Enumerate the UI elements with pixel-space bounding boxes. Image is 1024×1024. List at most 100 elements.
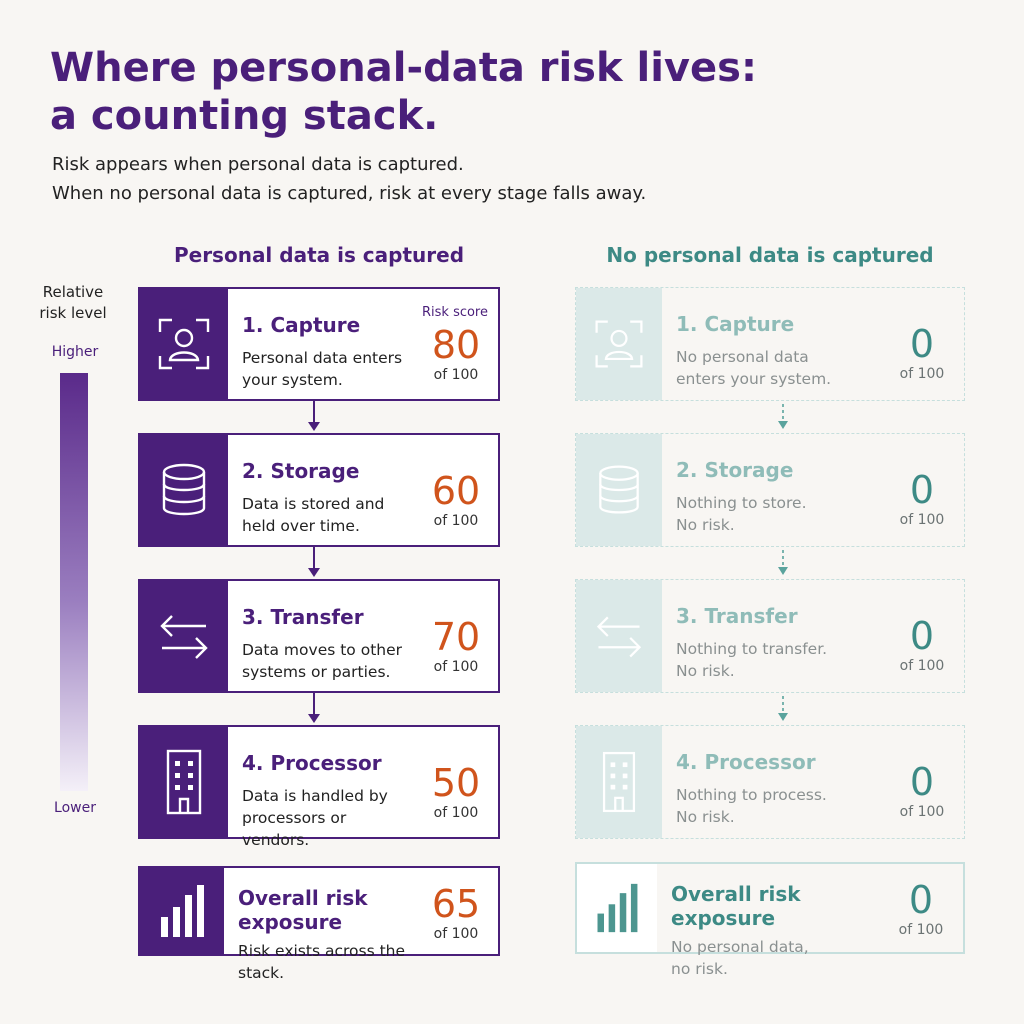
risk-score-label: Risk score <box>421 305 488 320</box>
desc-line-1: Nothing to store. <box>676 494 807 512</box>
right-column-heading: No personal data is captured <box>606 243 934 267</box>
risk-score: 60 of 100 <box>414 435 498 545</box>
desc-line-2: No risk. <box>676 808 735 826</box>
right-stage-capture-card: 1. Capture No personal data enters your … <box>575 287 965 401</box>
overall-risk-score: 65 of 100 <box>414 868 498 954</box>
risk-score: 0 of 100 <box>880 580 964 692</box>
arrow-down-icon <box>308 547 320 577</box>
left-stage-storage-card: 2. Storage Data is stored and held over … <box>138 433 500 547</box>
score-of: of 100 <box>899 804 945 820</box>
stage-title: 4. Processor <box>676 750 816 774</box>
desc-line-1: Data moves to other <box>242 641 403 659</box>
score-value: 80 <box>431 323 481 367</box>
score-value: 0 <box>909 468 935 512</box>
legend-title-line-2: risk level <box>39 304 107 322</box>
left-column-heading: Personal data is captured <box>173 243 465 267</box>
bar-chart-icon <box>140 868 224 954</box>
legend-title: Relative risk level <box>36 282 110 324</box>
score-value: 65 <box>431 882 481 926</box>
dashed-arrow-down-icon <box>778 550 788 575</box>
stage-title: 2. Storage <box>242 459 360 483</box>
desc-line-1: Personal data enters <box>242 349 403 367</box>
score-of: of 100 <box>433 926 479 942</box>
legend-higher-label: Higher <box>51 344 99 360</box>
subtitle-line-1: Risk appears when personal data is captu… <box>52 154 464 175</box>
legend-title-line-1: Relative <box>42 283 104 301</box>
legend-lower-label: Lower <box>54 800 96 816</box>
overall-description: No personal data, no risk. <box>671 936 879 980</box>
score-of: of 100 <box>898 922 944 938</box>
building-icon <box>576 726 662 838</box>
stage-title: 2. Storage <box>676 458 794 482</box>
risk-score: 80 of 100 <box>414 289 498 399</box>
database-icon <box>576 434 662 546</box>
title-line-1: Where personal-data risk lives: <box>50 45 757 91</box>
stage-description: Nothing to transfer. No risk. <box>676 638 880 682</box>
score-of: of 100 <box>899 366 945 382</box>
overall-title: Overall risk exposure <box>238 886 368 934</box>
desc-line-1: No personal data <box>676 348 809 366</box>
left-stage-processor-card: 4. Processor Data is handled by processo… <box>138 725 500 849</box>
right-stage-storage-card: 2. Storage Nothing to store. No risk. 0 … <box>575 433 965 547</box>
desc-line-2: no risk. <box>671 960 728 978</box>
desc-line-1: Data is handled by <box>242 787 388 805</box>
risk-score: 50 of 100 <box>414 727 498 837</box>
risk-score: 0 of 100 <box>880 434 964 546</box>
score-value: 0 <box>909 322 935 366</box>
dashed-arrow-down-icon <box>778 404 788 429</box>
transfer-arrows-icon <box>140 581 228 691</box>
stage-description: Nothing to process. No risk. <box>676 784 880 828</box>
stage-title: 3. Transfer <box>676 604 798 628</box>
desc-line-1: Nothing to transfer. <box>676 640 828 658</box>
stage-description: Nothing to store. No risk. <box>676 492 880 536</box>
score-value: 0 <box>908 878 934 922</box>
stage-description: Data is stored and held over time. <box>242 493 414 537</box>
dashed-arrow-down-icon <box>778 696 788 721</box>
score-value: 50 <box>431 761 481 805</box>
overall-title: Overall risk exposure <box>671 882 801 930</box>
building-icon <box>140 727 228 837</box>
database-icon <box>140 435 228 545</box>
risk-score: 0 of 100 <box>880 288 964 400</box>
stage-title: 4. Processor <box>242 751 382 775</box>
arrow-down-icon <box>308 693 320 723</box>
page-title: Where personal-data risk lives: a counti… <box>50 44 950 140</box>
risk-gradient-bar <box>60 373 88 791</box>
stage-title: 1. Capture <box>242 313 361 337</box>
stage-description: Personal data enters your system. <box>242 347 414 391</box>
score-value: 60 <box>431 469 481 513</box>
desc-line-2: your system. <box>242 371 343 389</box>
stage-description: No personal data enters your system. <box>676 346 880 390</box>
desc-line-1: Nothing to process. <box>676 786 827 804</box>
transfer-arrows-icon <box>576 580 662 692</box>
title-line-2: a counting stack. <box>50 93 439 139</box>
overall-risk-score: 0 of 100 <box>879 864 963 952</box>
desc-line-2: systems or parties. <box>242 663 391 681</box>
stage-title: 1. Capture <box>676 312 795 336</box>
right-stage-transfer-card: 3. Transfer Nothing to transfer. No risk… <box>575 579 965 693</box>
score-value: 0 <box>909 760 935 804</box>
right-stage-processor-card: 4. Processor Nothing to process. No risk… <box>575 725 965 839</box>
bar-chart-icon <box>577 864 657 952</box>
desc-line-2: No risk. <box>676 662 735 680</box>
score-of: of 100 <box>899 512 945 528</box>
desc-line-2: No risk. <box>676 516 735 534</box>
score-of: of 100 <box>433 805 479 821</box>
score-of: of 100 <box>433 367 479 383</box>
score-value: 0 <box>909 614 935 658</box>
score-of: of 100 <box>433 513 479 529</box>
subtitle-line-2: When no personal data is captured, risk … <box>52 183 647 204</box>
stage-description: Data moves to other systems or parties. <box>242 639 414 683</box>
risk-score: 0 of 100 <box>880 726 964 838</box>
desc-line-1: Data is stored and <box>242 495 385 513</box>
risk-score: 70 of 100 <box>414 581 498 691</box>
desc-line-2: held over time. <box>242 517 360 535</box>
person-scan-icon <box>576 288 662 400</box>
desc-line-1: No personal data, <box>671 938 809 956</box>
score-value: 70 <box>431 615 481 659</box>
person-scan-icon <box>140 289 228 399</box>
left-stage-transfer-card: 3. Transfer Data moves to other systems … <box>138 579 500 693</box>
arrow-down-icon <box>308 401 320 431</box>
score-of: of 100 <box>433 659 479 675</box>
stage-description: Data is handled by processors or vendors… <box>242 785 414 851</box>
